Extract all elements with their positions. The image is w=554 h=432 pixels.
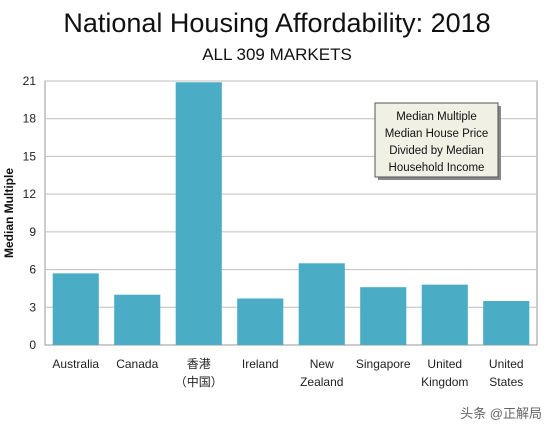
y-tick-label: 9: [29, 225, 36, 239]
category-label: 香港: [187, 357, 211, 371]
category-label: New: [310, 357, 334, 371]
bar: [237, 298, 284, 345]
y-tick-label: 3: [29, 300, 36, 314]
category-label: States: [489, 375, 523, 389]
y-tick-label: 21: [23, 74, 37, 88]
annotation-text: Household Income: [389, 162, 485, 174]
annotation-text: Median House Price: [385, 128, 489, 140]
y-tick-label: 15: [23, 149, 37, 163]
category-label: Zealand: [300, 375, 343, 389]
category-label: United: [427, 357, 462, 371]
bar: [175, 82, 222, 345]
y-tick-label: 0: [29, 338, 36, 352]
category-label: United: [489, 357, 524, 371]
y-tick-label: 18: [23, 112, 37, 126]
category-label: Canada: [116, 357, 158, 371]
y-tick-label: 12: [23, 187, 37, 201]
bar: [421, 284, 468, 345]
chart-subtitle: ALL 309 MARKETS: [202, 45, 352, 64]
annotation-text: Median Multiple: [396, 111, 477, 123]
category-label: Singapore: [356, 357, 411, 371]
bar: [483, 301, 530, 345]
bar: [360, 287, 407, 345]
y-axis-label: Median Multiple: [2, 168, 16, 258]
bar: [298, 263, 345, 345]
bar: [114, 294, 161, 345]
annotation-text: Divided by Median: [389, 145, 484, 157]
watermark: 头条 @正解局: [460, 406, 542, 421]
y-tick-label: 6: [29, 263, 36, 277]
category-label: Australia: [52, 357, 99, 371]
chart-title: National Housing Affordability: 2018: [63, 8, 491, 38]
category-label: Kingdom: [421, 375, 468, 389]
category-label: （中国）: [175, 374, 223, 389]
annotation-box: [374, 102, 499, 178]
bar: [52, 273, 99, 345]
category-label: Ireland: [242, 357, 279, 371]
